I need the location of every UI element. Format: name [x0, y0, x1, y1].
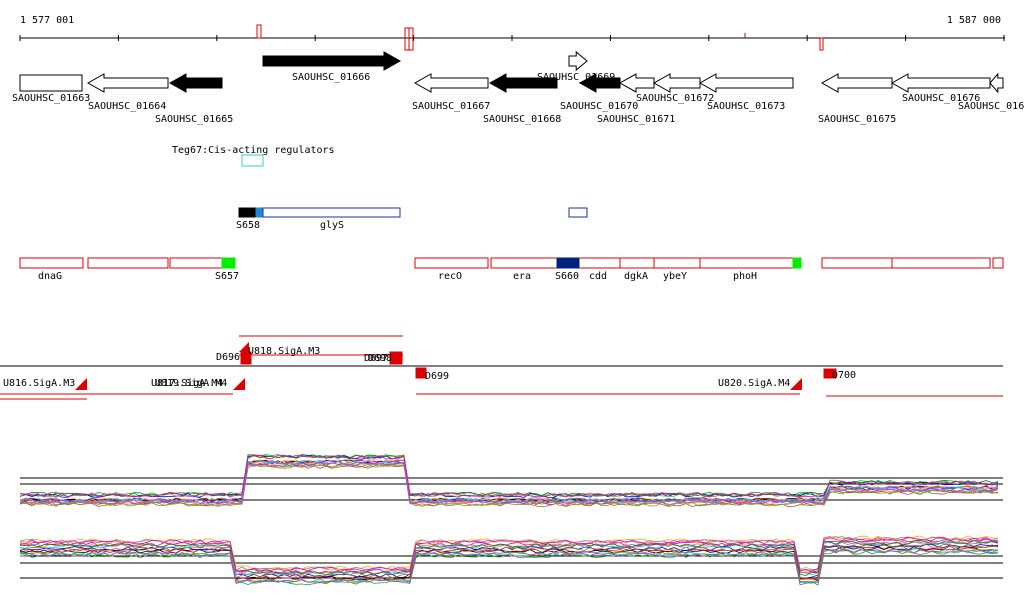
gene-label: SAOUHSC_01667 [412, 101, 490, 112]
ruler-mark [819, 37, 824, 51]
feature-label: dgkA [624, 271, 648, 282]
ruler-end: 1 587 000 [947, 15, 1001, 26]
transcript-label: D699 [425, 371, 449, 382]
feature [19, 257, 84, 269]
expression-line [19, 453, 999, 497]
feature [414, 257, 489, 269]
ruler-mark [404, 27, 410, 51]
gene-arrow [578, 73, 621, 93]
gene-arrow [652, 73, 701, 93]
gene-label: SAOUHSC_01673 [707, 101, 785, 112]
feature-label: phoH [733, 271, 757, 282]
tss [75, 378, 87, 390]
transcript-label: U816.SigA.M3 [3, 378, 75, 389]
transcript-label: U817.SigA.M4 [151, 378, 223, 389]
gene-label: SAOUHSC_01676 [902, 93, 980, 104]
expression-line [19, 540, 999, 576]
gene-label: SAOUHSC_01664 [88, 101, 166, 112]
transcript-mark [823, 368, 837, 379]
feature [578, 257, 621, 269]
gene-label: SAOUHSC_01665 [155, 114, 233, 125]
tss [239, 342, 249, 352]
gene-arrow [989, 72, 1004, 94]
feature-label: dnaG [38, 271, 62, 282]
gene-arrow [86, 73, 169, 93]
feature [821, 257, 893, 269]
gene-arrow [890, 73, 991, 93]
expression-line [19, 549, 999, 584]
feature [619, 257, 655, 269]
ruler-mark [256, 24, 262, 39]
gene-label: SAOUHSC_01675 [818, 114, 896, 125]
gene-arrow [19, 74, 83, 92]
annotation-label: Teg67:Cis-acting regulators [172, 145, 335, 156]
feature [87, 257, 169, 269]
gene-arrow [820, 73, 893, 93]
transcript-label: U818.SigA.M3 [248, 346, 320, 357]
feature [891, 257, 991, 269]
feature [699, 257, 794, 269]
feature [238, 207, 257, 218]
feature-label: S660 [555, 271, 579, 282]
expression-line [19, 454, 999, 498]
feature [556, 257, 580, 269]
expression-line [19, 543, 999, 579]
gene-arrow [698, 73, 794, 93]
feature-label: glyS [320, 220, 344, 231]
expression-line [19, 546, 999, 582]
annotation-box [241, 154, 264, 167]
transcript-label: D700 [832, 370, 856, 381]
gene-label: SAOUHSC_016 [958, 101, 1024, 112]
gene-label: SAOUHSC_01672 [636, 93, 714, 104]
gene-arrow [618, 73, 655, 93]
gene-arrow [488, 73, 558, 93]
gene-label: SAOUHSC_01669 [537, 72, 615, 83]
ruler-start: 1 577 001 [20, 15, 74, 26]
gene-label: SAOUHSC_01666 [292, 72, 370, 83]
feature-label: ybeY [663, 271, 687, 282]
feature-label: S658 [236, 220, 260, 231]
feature-label: era [513, 271, 531, 282]
transcript-mark [415, 367, 427, 379]
feature [653, 257, 701, 269]
gene-label: SAOUHSC_01670 [560, 101, 638, 112]
feature [221, 257, 236, 269]
transcript-label: D697 [364, 353, 388, 364]
feature [568, 207, 588, 218]
expression-line [19, 540, 999, 575]
gene-arrow [262, 51, 402, 71]
gene-arrow [168, 73, 223, 93]
feature-label: cdd [589, 271, 607, 282]
gene-arrow [413, 73, 489, 93]
feature [490, 257, 558, 269]
feature [262, 207, 401, 218]
feature [255, 207, 264, 218]
expression-line [19, 462, 999, 505]
gene-label: SAOUHSC_01668 [483, 114, 561, 125]
transcript-label: D698 [368, 353, 392, 364]
gene-arrow [568, 50, 588, 72]
transcript-label: U820.SigA.M4 [718, 378, 790, 389]
transcript-label: D696 [216, 352, 240, 363]
expression-line [19, 536, 999, 572]
feature [792, 257, 802, 269]
expression-line [19, 548, 999, 584]
ruler-mark [408, 27, 414, 51]
expression-line [19, 454, 999, 498]
expression-line [19, 461, 999, 504]
feature-label: S657 [215, 271, 239, 282]
gene-label: SAOUHSC_01663 [12, 93, 90, 104]
transcript-label: U819.SigA.M4 [155, 378, 227, 389]
feature-label: recO [438, 271, 462, 282]
expression-line [19, 543, 999, 579]
gene-label: SAOUHSC_01671 [597, 114, 675, 125]
tss [233, 378, 245, 390]
transcript-mark [389, 351, 403, 365]
tss [790, 378, 802, 390]
feature [992, 257, 1004, 269]
